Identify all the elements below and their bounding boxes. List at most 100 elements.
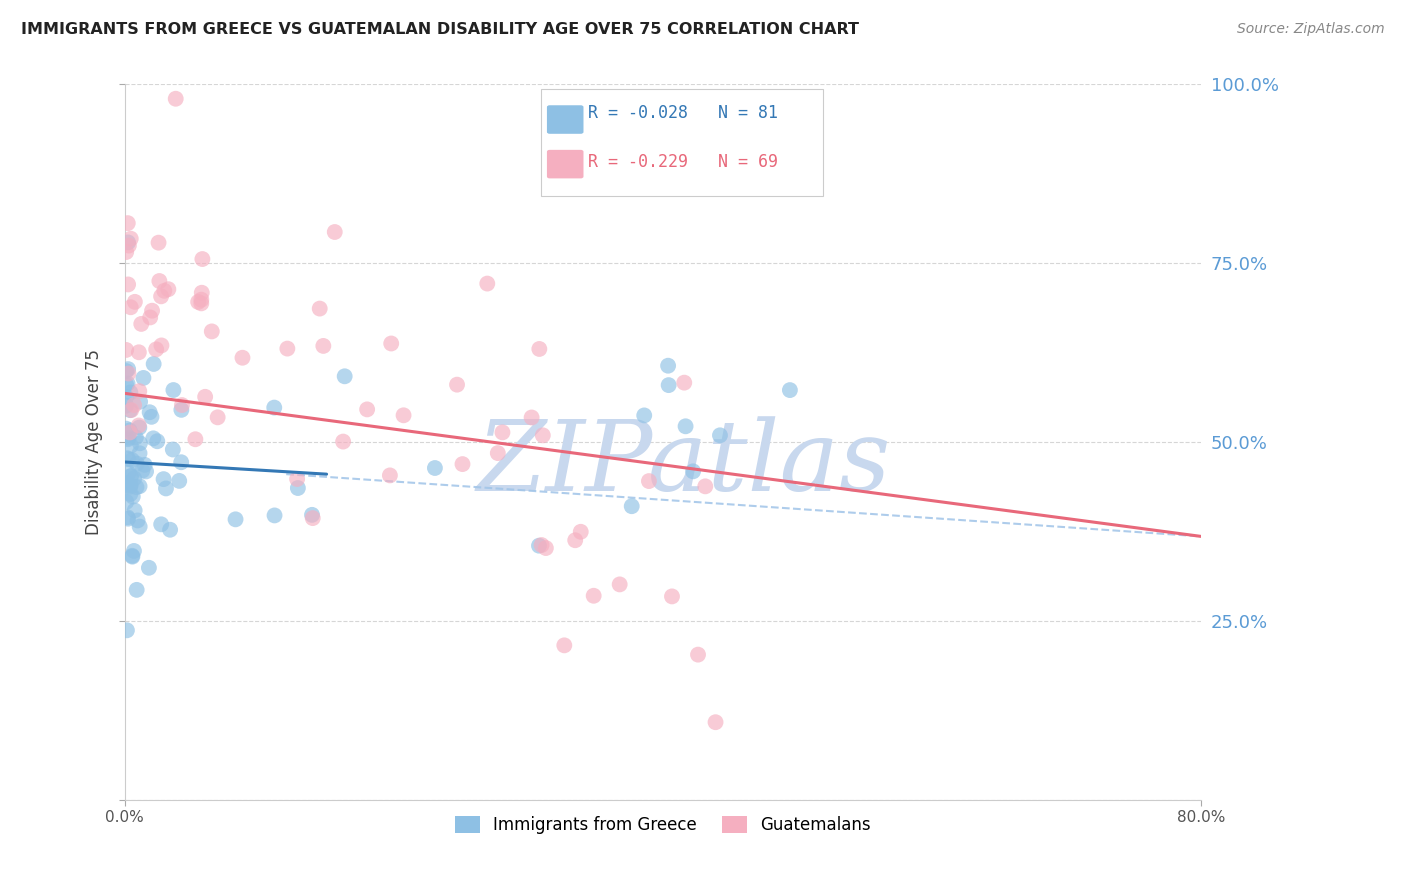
Point — [118, 423, 141, 437]
Point — [117, 277, 139, 292]
Point — [704, 715, 727, 730]
Point — [190, 293, 212, 307]
Point — [285, 472, 308, 486]
Point — [633, 409, 655, 423]
Point — [120, 403, 142, 417]
Text: ZIPatlas: ZIPatlas — [477, 416, 891, 511]
Point — [134, 458, 156, 472]
Point — [150, 517, 173, 532]
Point — [150, 289, 173, 303]
Point — [187, 294, 209, 309]
Point — [115, 495, 138, 509]
Point — [128, 418, 150, 433]
Point — [120, 403, 142, 417]
Point — [120, 300, 142, 314]
Point — [115, 478, 138, 492]
Point — [115, 245, 138, 260]
Point — [564, 533, 586, 548]
Point — [153, 284, 176, 298]
Point — [117, 432, 139, 446]
Point — [117, 235, 139, 250]
Point — [145, 343, 167, 357]
Point — [686, 648, 709, 662]
Point — [120, 232, 142, 246]
Point — [486, 446, 509, 460]
Point — [131, 464, 153, 478]
Point — [120, 478, 142, 492]
Point — [115, 377, 138, 392]
Point — [155, 482, 177, 496]
Point — [129, 436, 152, 450]
Point — [675, 419, 697, 434]
Point — [392, 409, 415, 423]
Point — [527, 539, 550, 553]
Point — [138, 405, 160, 419]
Point — [231, 351, 253, 365]
Point — [162, 442, 184, 457]
Point — [553, 638, 575, 652]
Point — [184, 432, 207, 446]
Point — [142, 431, 165, 445]
Point — [115, 624, 138, 638]
Point — [127, 513, 149, 527]
Point — [115, 364, 138, 378]
Point — [125, 457, 148, 471]
Point — [118, 480, 141, 494]
Point — [170, 398, 193, 412]
Point — [657, 359, 679, 373]
Text: Source: ZipAtlas.com: Source: ZipAtlas.com — [1237, 22, 1385, 37]
Point — [287, 481, 309, 495]
Point — [124, 294, 146, 309]
Point — [779, 383, 801, 397]
Point — [190, 296, 212, 310]
Text: R = -0.229   N = 69: R = -0.229 N = 69 — [588, 153, 778, 171]
Point — [115, 399, 138, 413]
Point — [118, 425, 141, 440]
Point — [225, 512, 247, 526]
Point — [301, 511, 323, 525]
Point — [141, 409, 163, 424]
Point — [122, 544, 145, 558]
Point — [661, 590, 683, 604]
Point — [128, 420, 150, 434]
Point — [332, 434, 354, 449]
Point — [263, 508, 285, 523]
Point — [115, 422, 138, 436]
Point — [569, 524, 592, 539]
Point — [115, 343, 138, 357]
Text: R = -0.028   N = 81: R = -0.028 N = 81 — [588, 104, 778, 122]
Point — [121, 549, 143, 564]
Point — [122, 398, 145, 412]
Point — [128, 519, 150, 533]
Point — [139, 310, 162, 325]
Point — [638, 474, 661, 488]
Point — [162, 383, 184, 397]
Point — [709, 428, 731, 442]
Point — [520, 410, 543, 425]
Point — [191, 285, 214, 300]
Point — [170, 402, 193, 417]
Point — [121, 490, 143, 504]
Point — [477, 277, 499, 291]
Point — [159, 523, 181, 537]
Point — [491, 425, 513, 440]
Point — [529, 342, 551, 356]
Point — [201, 325, 224, 339]
Point — [118, 238, 141, 252]
Point — [167, 474, 190, 488]
Point — [115, 390, 138, 404]
Point — [530, 538, 553, 552]
Point — [117, 451, 139, 466]
Point — [531, 428, 554, 442]
Point — [120, 469, 142, 483]
Point — [128, 446, 150, 460]
Point — [157, 282, 180, 296]
Point — [117, 362, 139, 376]
Point — [148, 274, 170, 288]
Point — [117, 511, 139, 525]
Point — [138, 561, 160, 575]
Point — [125, 582, 148, 597]
Point — [378, 468, 401, 483]
Point — [582, 589, 605, 603]
Point — [423, 461, 446, 475]
